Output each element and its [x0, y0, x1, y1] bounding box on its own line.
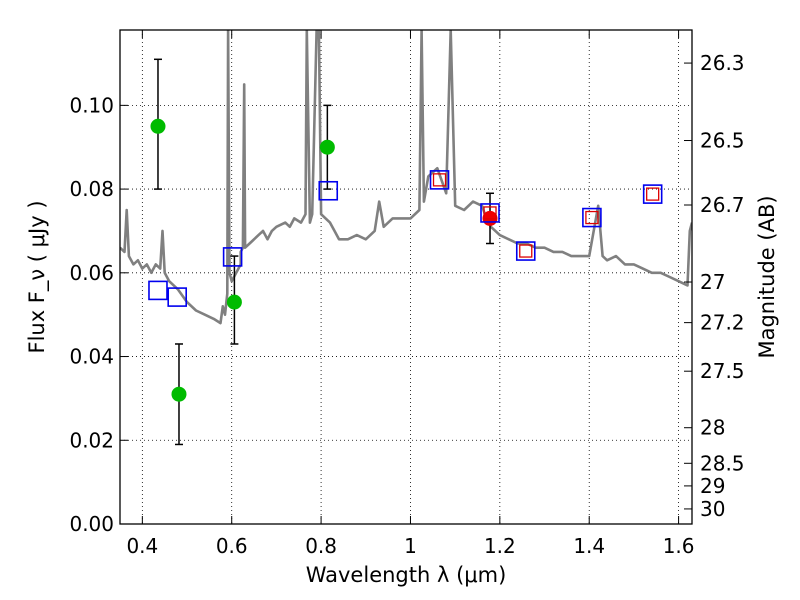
x-axis-label: Wavelength λ (μm): [306, 563, 507, 587]
x-tick-label: 1.2: [484, 534, 516, 558]
sed-line: [120, 30, 692, 325]
x-tick-label: 0.8: [305, 534, 337, 558]
model-photometry-square: [515, 241, 536, 261]
flux-point: [319, 139, 335, 155]
x-tick-label: 1.6: [663, 534, 695, 558]
y2-tick-label: 26.5: [700, 129, 745, 153]
model-photometry-inner-square: [519, 244, 533, 258]
model-photometry-inner-square: [432, 173, 447, 187]
model-photometry-square: [480, 203, 500, 223]
y-tick-label: 0.08: [69, 177, 114, 201]
y-tick-label: 0.00: [69, 512, 114, 536]
model-photometry-inner-square: [585, 210, 599, 225]
data-markers: [148, 58, 663, 446]
model-photometry-square: [642, 184, 663, 204]
y2-axis-label: Magnitude (AB): [755, 195, 779, 358]
flux-point: [171, 386, 187, 402]
model-photometry-square: [582, 207, 602, 228]
y2-tick-label: 28.5: [700, 451, 745, 475]
model-photometry-inner-square: [646, 187, 660, 201]
model-photometry-square: [318, 180, 339, 201]
y-tick-label: 0.06: [69, 261, 114, 285]
x-tick-label: 1.4: [573, 534, 605, 558]
y-tick-label: 0.10: [69, 93, 114, 117]
flux-point: [150, 118, 166, 134]
plot-frame: [119, 29, 693, 525]
y-tick-label: 0.04: [69, 345, 114, 369]
y-axis-ticks: 0.00 0.02 0.04 0.06 0.08 0.10: [69, 93, 128, 536]
model-photometry-square: [429, 170, 450, 190]
flux-point: [226, 294, 242, 310]
x-tick-label: 0.4: [126, 534, 158, 558]
y2-tick-label: 30: [700, 497, 725, 521]
y2-tick-label: 27.5: [700, 359, 745, 383]
y2-tick-label: 26.7: [700, 193, 745, 217]
model-photometry-inner-square: [483, 206, 497, 220]
y2-tick-label: 27.2: [700, 311, 745, 335]
model-photometry-square: [222, 247, 243, 267]
y2-tick-label: 28: [700, 416, 725, 440]
y2-tick-label: 26.3: [700, 51, 745, 75]
y-axis-label: Flux F_ν ( μJy ): [25, 200, 50, 353]
model-photometry-square: [148, 280, 168, 301]
model-sed-line: [120, 30, 692, 325]
x-axis-ticks: 0.4 0.6 0.8 1 1.2 1.4 1.6: [126, 30, 695, 558]
model-photometry-square: [167, 287, 187, 307]
x-tick-label: 1: [404, 534, 417, 558]
y-tick-label: 0.02: [69, 428, 114, 452]
y2-tick-label: 27: [700, 270, 725, 294]
x-tick-label: 0.6: [216, 534, 248, 558]
y2-tick-label: 29: [700, 474, 725, 498]
grid-lines: [120, 30, 692, 524]
